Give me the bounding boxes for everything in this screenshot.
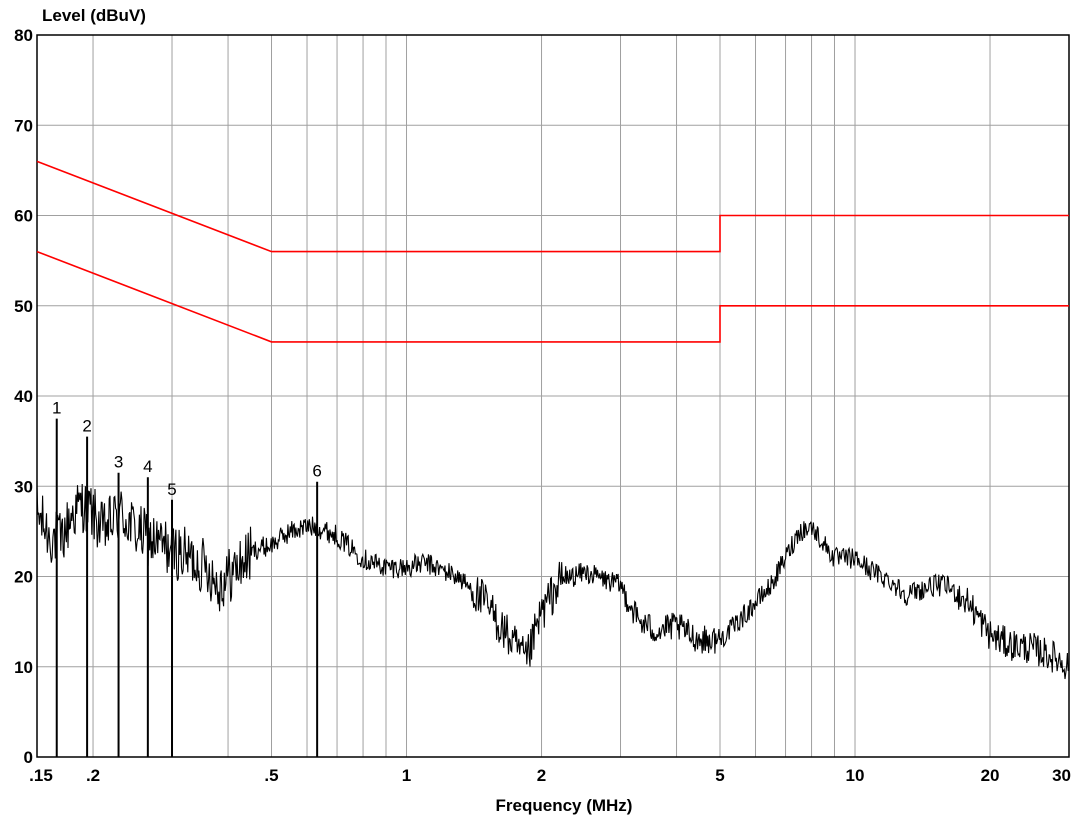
x-tick-label: 30 (1052, 766, 1071, 785)
peak-marker-label: 4 (143, 457, 152, 476)
x-tick-label: .2 (86, 766, 100, 785)
y-axis-title: Level (dBuV) (42, 6, 146, 25)
x-tick-label: 1 (402, 766, 411, 785)
peak-marker-label: 6 (312, 462, 321, 481)
limit-lines (36, 160, 1069, 343)
x-tick-label: 2 (537, 766, 546, 785)
y-tick-label: 20 (14, 568, 33, 587)
x-axis-title: Frequency (MHz) (496, 796, 633, 815)
measurement-trace (36, 483, 1070, 680)
peak-markers: 1 2 3 45 6 (52, 399, 322, 757)
x-tick-label: .5 (264, 766, 278, 785)
y-tick-label: 70 (14, 116, 33, 135)
y-tick-label: 30 (14, 477, 33, 496)
y-tick-label: 10 (14, 658, 33, 677)
peak-marker-label: 2 (82, 417, 91, 436)
trace (36, 483, 1070, 680)
y-tick-label: 60 (14, 207, 33, 226)
peak-marker-label: 3 (114, 453, 123, 472)
peak-marker-label: 1 (52, 399, 61, 418)
y-tick-label: 40 (14, 387, 33, 406)
y-tick-label: 80 (14, 26, 33, 45)
grid (37, 35, 1069, 757)
y-tick-label: 50 (14, 297, 33, 316)
x-tick-label: .15 (29, 766, 53, 785)
x-tick-label: 20 (981, 766, 1000, 785)
limit-line (36, 250, 1069, 343)
x-tick-label: 5 (715, 766, 724, 785)
y-tick-label: 0 (24, 748, 33, 767)
plot-frame (36, 34, 1070, 758)
x-tick-labels: .15 .2 .5 1 2 5 10 20 30 (29, 766, 1071, 785)
limit-line (36, 160, 1069, 253)
peak-marker-label: 5 (167, 480, 176, 499)
x-tick-label: 10 (846, 766, 865, 785)
y-tick-labels: 0 10 20 30 40 50 60 70 80 (14, 26, 33, 767)
